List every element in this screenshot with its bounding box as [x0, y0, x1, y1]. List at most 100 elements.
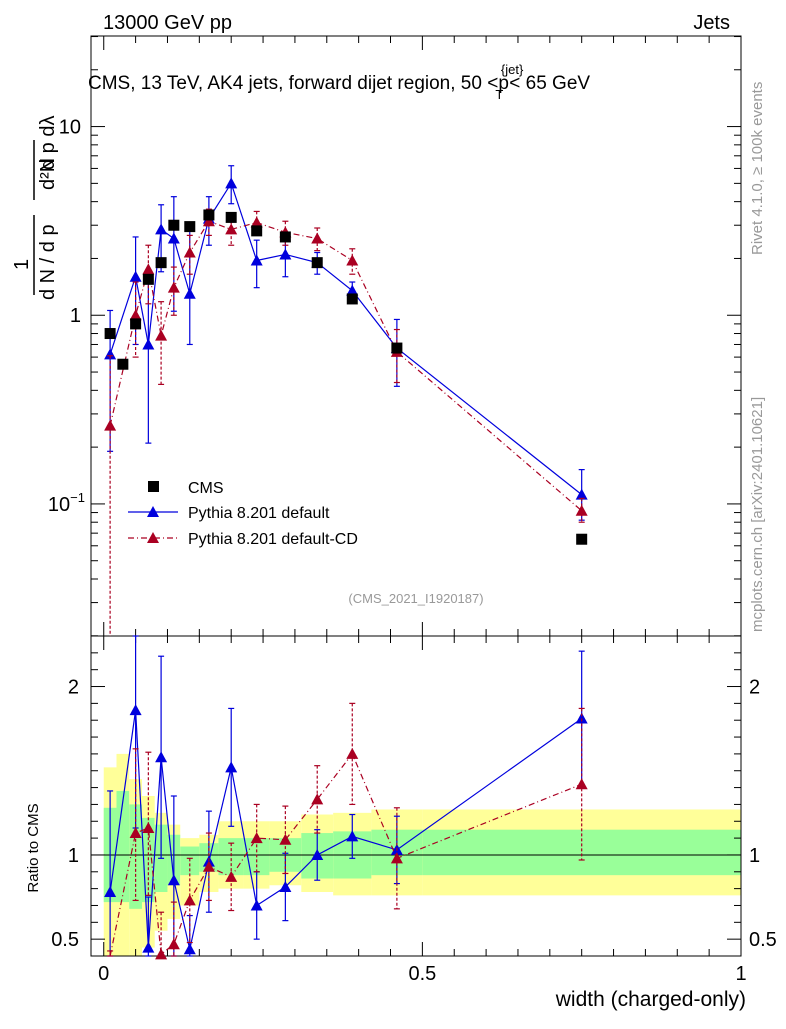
ratio-plot-border: [90, 635, 742, 957]
ratio-point-marker: [250, 832, 263, 844]
cms-data-point: [117, 358, 129, 370]
band-inner: [116, 790, 130, 903]
data-point-marker: [311, 232, 324, 244]
ratio-y-tick-label-right: 2: [749, 677, 760, 699]
data-point-marker: [129, 309, 142, 321]
data-point-marker: [142, 263, 155, 275]
data-point-marker: [183, 246, 196, 258]
ratio-point-marker: [167, 874, 180, 886]
ratio-plot-frame: 0 0.5 10.5 0.51 12 2: [51, 635, 777, 985]
cms-data-point: [155, 257, 167, 269]
ratio-point-marker: [346, 830, 359, 842]
legend-pythia-default-marker: [147, 506, 159, 517]
ratio-point-marker: [225, 761, 238, 773]
data-point-marker: [346, 284, 359, 296]
cms-data-point: [130, 318, 142, 330]
cms-data-point: [184, 221, 196, 233]
legend-pythia-cd-marker: [147, 532, 159, 543]
ratio-point-marker: [183, 894, 196, 906]
cms-data-point: [203, 209, 215, 221]
cms-data-point: [225, 211, 237, 223]
x-tick-label: 0.5: [408, 963, 436, 985]
data-point-marker: [104, 419, 117, 431]
data-point-marker: [129, 270, 142, 282]
ratio-point-marker: [155, 948, 168, 960]
data-point-marker: [575, 504, 588, 516]
legend-pythia-cd-label: Pythia 8.201 default-CD: [188, 531, 358, 548]
y-label-numerator-prefix: 1: [11, 259, 33, 270]
ratio-point-marker: [225, 870, 238, 882]
data-point-marker: [250, 254, 263, 266]
legend-cms-marker: [148, 481, 159, 492]
plot-title: CMS, 13 TeV, AK4 jets, forward dijet reg…: [88, 62, 590, 102]
ratio-point-marker: [279, 880, 292, 892]
ratio-point-marker: [142, 941, 155, 953]
ratio-point-marker: [390, 852, 403, 864]
legend-cms-label: CMS: [188, 480, 224, 497]
y-axis-label-ratio: Ratio to CMS: [25, 803, 42, 892]
ratio-point-marker: [279, 833, 292, 845]
data-point-marker: [104, 348, 117, 360]
cms-data-point: [311, 257, 323, 269]
rivet-label: Rivet 4.1.0, ≥ 100k events: [749, 82, 766, 255]
ratio-point-marker: [167, 938, 180, 950]
plot-title-sup: {jet}: [501, 62, 524, 77]
data-point-marker: [346, 254, 359, 266]
cms-data-point: [142, 273, 154, 285]
series-line: [109, 181, 583, 496]
cms-data-point: [168, 219, 180, 231]
plot-title-main: CMS, 13 TeV, AK4 jets, forward dijet reg…: [88, 73, 509, 94]
legend-pythia-default-label: Pythia 8.201 default: [188, 505, 330, 522]
ratio-y-tick-label-left: 2: [68, 677, 79, 699]
ratio-y-tick-label-left: 1: [68, 845, 79, 867]
ratio-point-marker: [202, 860, 215, 872]
ratio-point-marker: [104, 886, 117, 897]
x-tick-label: 0: [98, 963, 109, 985]
data-point-marker: [167, 281, 180, 293]
ratio-point-marker: [250, 899, 263, 911]
data-point-marker: [167, 232, 180, 244]
ratio-series-line: [109, 710, 583, 950]
data-point-marker: [250, 216, 263, 228]
data-point-marker: [202, 215, 215, 227]
band-inner: [422, 829, 741, 876]
ratio-series-line: [109, 752, 582, 957]
cms-data-point: [346, 293, 358, 305]
ratio-y-tick-label-right: 0.5: [749, 929, 777, 951]
ratio-uncertainty-bands: [103, 753, 741, 956]
data-point-marker: [279, 248, 292, 260]
ratio-point-marker: [575, 712, 588, 724]
ratio-point-marker: [129, 827, 142, 839]
plot-title-suffix: < 65 GeV: [509, 73, 590, 94]
y-axis-label-main: 1 d N / d p d²N d p dλ: [11, 116, 59, 300]
energy-label: 13000 GeV pp: [103, 12, 232, 34]
y-tick-label: 1: [70, 305, 81, 327]
y-tick-label-exponent: −1: [70, 490, 85, 505]
x-axis-label: width (charged-only): [555, 988, 746, 1011]
ratio-y-tick-label-left: 0.5: [51, 929, 79, 951]
y-label-derivative: d²N: [37, 158, 59, 190]
y-tick-label: 10: [59, 117, 81, 139]
data-point-marker: [142, 338, 155, 350]
analysis-id: (CMS_2021_I1920187): [348, 591, 483, 606]
data-point-marker: [225, 177, 238, 189]
y-label-denominator: d N / d p: [37, 224, 59, 300]
data-point-marker: [155, 223, 168, 235]
cms-data-point: [391, 342, 403, 354]
data-point-marker: [155, 329, 168, 341]
legend: CMS Pythia 8.201 default Pythia 8.201 de…: [128, 480, 358, 548]
ratio-point-marker: [129, 704, 142, 716]
ratio-point-marker: [155, 751, 168, 763]
ratio-point-marker: [575, 778, 588, 790]
ratio-point-marker: [311, 793, 324, 805]
y-tick-label: 10−1: [48, 490, 85, 516]
data-point-marker: [575, 488, 588, 500]
series-layer: [104, 165, 588, 960]
ratio-y-tick-label-right: 1: [749, 845, 760, 867]
y-tick-label-base: 10: [48, 494, 70, 516]
ratio-point-marker: [311, 848, 324, 860]
cms-data-point: [576, 533, 588, 545]
cms-data-point: [251, 225, 263, 237]
